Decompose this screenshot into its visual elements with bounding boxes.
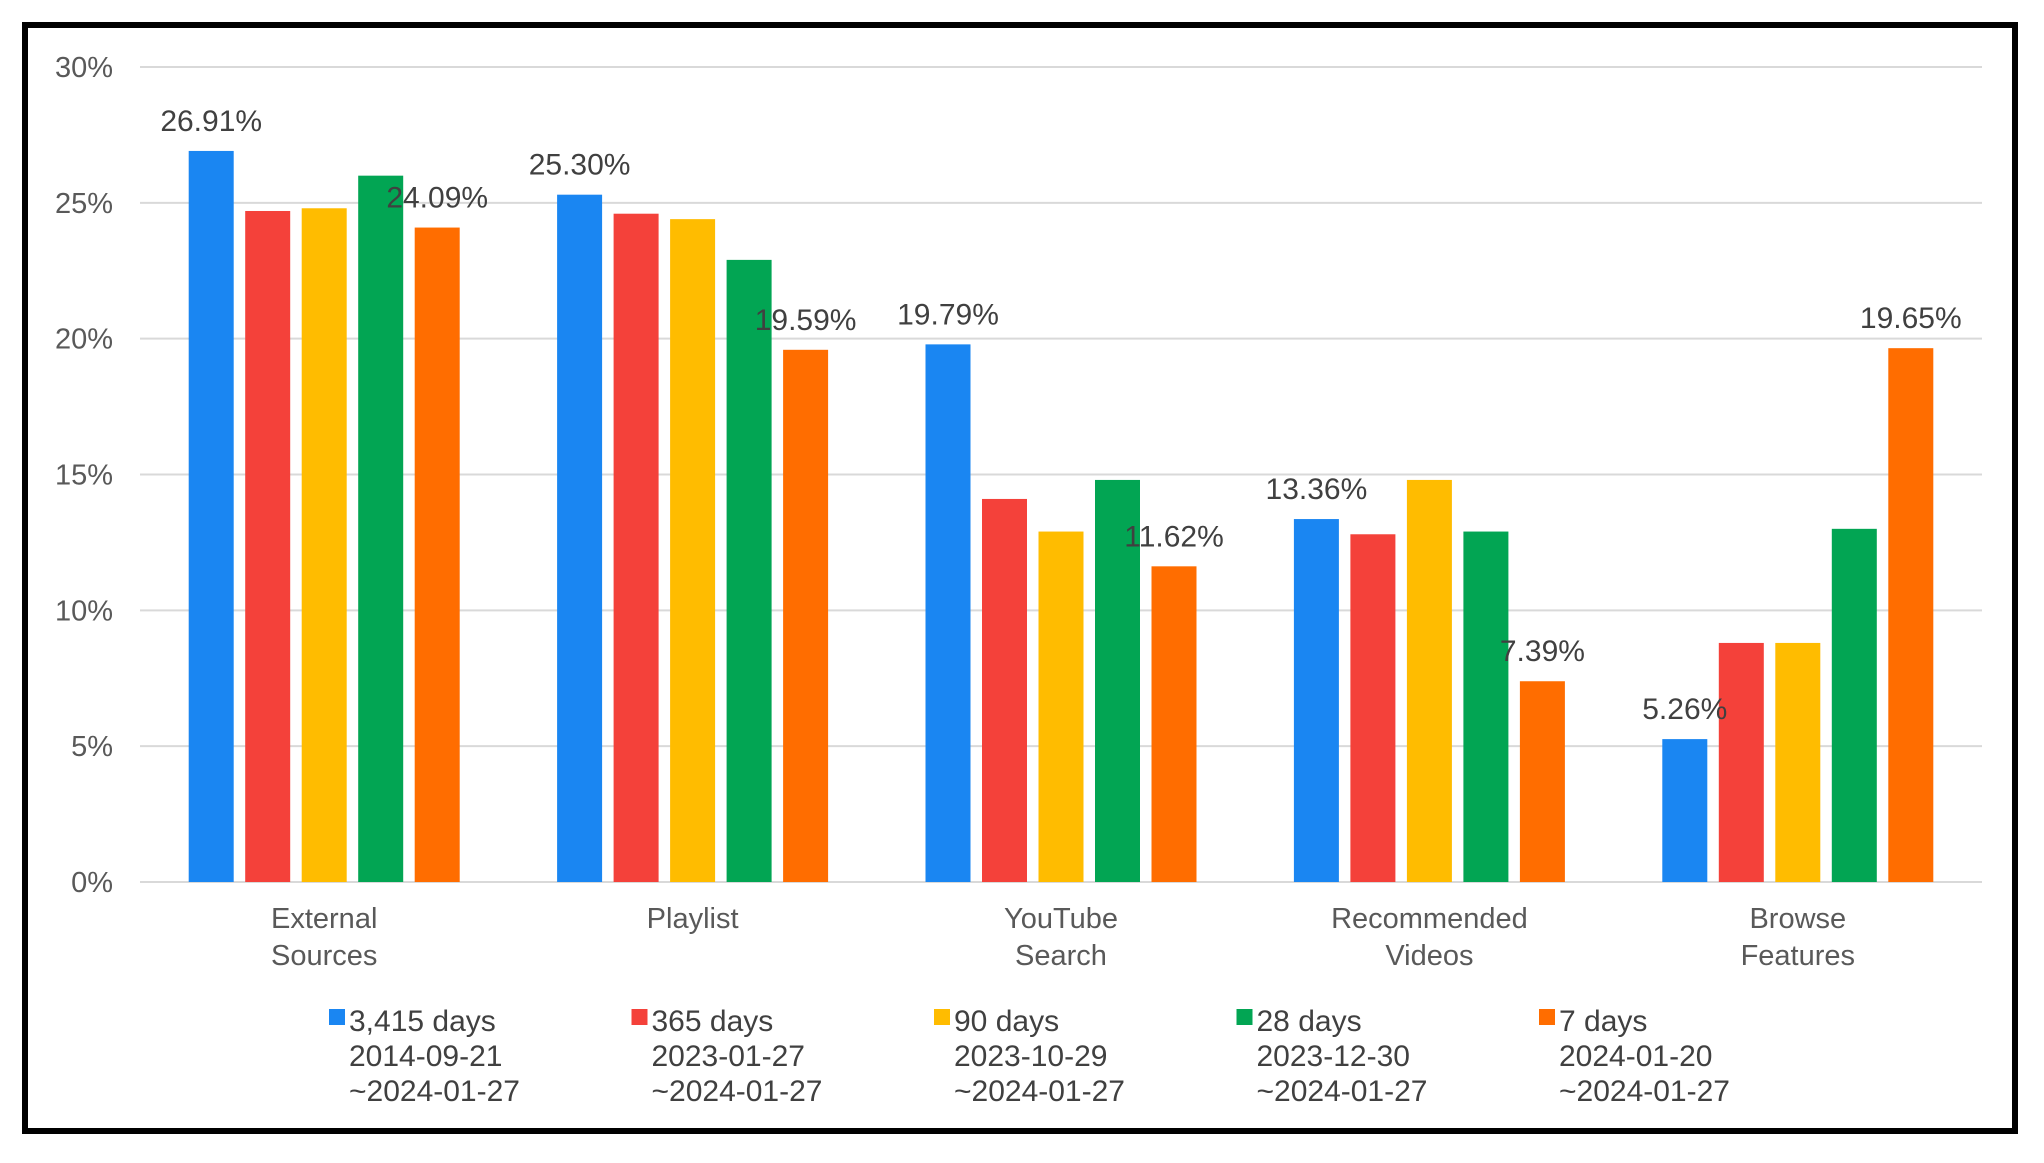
- legend-range-start: 2024-01-20: [1559, 1040, 1712, 1073]
- data-label: 25.30%: [529, 149, 631, 182]
- bar-365-days-cat0: [245, 210, 291, 882]
- y-tick-label: 25%: [55, 188, 113, 220]
- y-tick-label: 15%: [55, 460, 113, 492]
- bar-365-days-cat3: [1350, 534, 1396, 882]
- y-tick-label: 0%: [71, 867, 113, 899]
- data-label: 11.62%: [1124, 520, 1224, 553]
- x-category-label: Videos: [1385, 940, 1473, 972]
- bar-90-days-cat4: [1775, 642, 1821, 882]
- bar-90-days-cat3: [1406, 479, 1452, 882]
- legend-range-end: ~2024-01-27: [1257, 1075, 1428, 1108]
- data-label: 19.65%: [1860, 302, 1962, 335]
- bars: [188, 150, 1934, 883]
- legend-swatch: [329, 1009, 345, 1025]
- legend-range-end: ~2024-01-27: [954, 1075, 1125, 1108]
- bar-3-415-days-cat3: [1293, 519, 1339, 882]
- y-tick-label: 5%: [71, 731, 113, 763]
- bar-28-days-cat2: [1095, 479, 1140, 882]
- bar-28-days-cat3: [1463, 531, 1509, 882]
- x-category-label: Recommended: [1331, 903, 1528, 935]
- legend-range-start: 2023-10-29: [954, 1040, 1107, 1073]
- legend-name: 7 days: [1559, 1005, 1647, 1038]
- bar-90-days-cat2: [1038, 531, 1084, 882]
- legend-name: 3,415 days: [349, 1005, 496, 1038]
- data-label: 13.36%: [1266, 473, 1368, 506]
- y-axis-ticks: 0% 5% 10% 15% 20% 25% 30%: [55, 52, 113, 899]
- y-tick-label: 10%: [55, 595, 113, 627]
- legend-range-end: ~2024-01-27: [349, 1075, 520, 1108]
- data-labels: 26.91% 24.09% 25.30% 19.59% 19.79% 11.62% 13.3…: [160, 105, 1961, 726]
- bar-7-days-cat2: [1151, 566, 1197, 882]
- bar-3-415-days-cat2: [925, 344, 971, 882]
- legend-swatch: [1236, 1009, 1253, 1025]
- bar-365-days-cat2: [982, 498, 1027, 882]
- bar-90-days-cat0: [301, 208, 347, 882]
- y-tick-label: 30%: [55, 52, 113, 84]
- legend-range-end: ~2024-01-27: [1559, 1075, 1730, 1108]
- x-category-label: Sources: [271, 940, 377, 972]
- legend-range-start: 2023-12-30: [1257, 1040, 1410, 1073]
- data-label: 26.91%: [160, 105, 262, 138]
- x-category-label: Features: [1741, 940, 1855, 972]
- x-category-label: YouTube: [1004, 903, 1118, 935]
- bar-3-415-days-cat4: [1662, 739, 1708, 882]
- bar-28-days-cat0: [358, 175, 404, 882]
- bar-3-415-days-cat1: [557, 194, 603, 882]
- legend-name: 365 days: [652, 1005, 774, 1038]
- legend-range-start: 2014-09-21: [349, 1040, 502, 1073]
- bar-7-days-cat3: [1519, 681, 1565, 882]
- data-label: 19.59%: [755, 304, 857, 337]
- legend-swatch: [631, 1009, 648, 1025]
- bar-7-days-cat1: [783, 349, 829, 882]
- bar-28-days-cat4: [1831, 528, 1877, 882]
- data-label: 7.39%: [1500, 635, 1585, 668]
- x-category-label: Playlist: [647, 903, 739, 935]
- legend-name: 28 days: [1257, 1005, 1362, 1038]
- data-label: 24.09%: [386, 182, 488, 215]
- x-category-label: External: [271, 903, 377, 935]
- bar-365-days-cat4: [1718, 642, 1764, 882]
- data-label: 5.26%: [1642, 693, 1727, 726]
- x-axis-categories: External Sources Playlist YouTube Search Reco…: [271, 903, 1855, 972]
- legend-range-end: ~2024-01-27: [652, 1075, 823, 1108]
- y-tick-label: 20%: [55, 324, 113, 356]
- bar-90-days-cat1: [670, 219, 716, 883]
- bar-365-days-cat1: [613, 213, 659, 882]
- bar-28-days-cat1: [726, 259, 772, 883]
- legend-name: 90 days: [954, 1005, 1059, 1038]
- x-category-label: Search: [1015, 940, 1107, 972]
- legend-swatch: [1539, 1009, 1555, 1025]
- bar-3-415-days-cat0: [188, 150, 234, 882]
- data-label: 19.79%: [897, 298, 999, 331]
- x-category-label: Browse: [1749, 903, 1846, 935]
- bar-7-days-cat4: [1888, 348, 1934, 882]
- bar-7-days-cat0: [414, 227, 460, 882]
- legend-range-start: 2023-01-27: [652, 1040, 805, 1073]
- legend-swatch: [934, 1009, 950, 1025]
